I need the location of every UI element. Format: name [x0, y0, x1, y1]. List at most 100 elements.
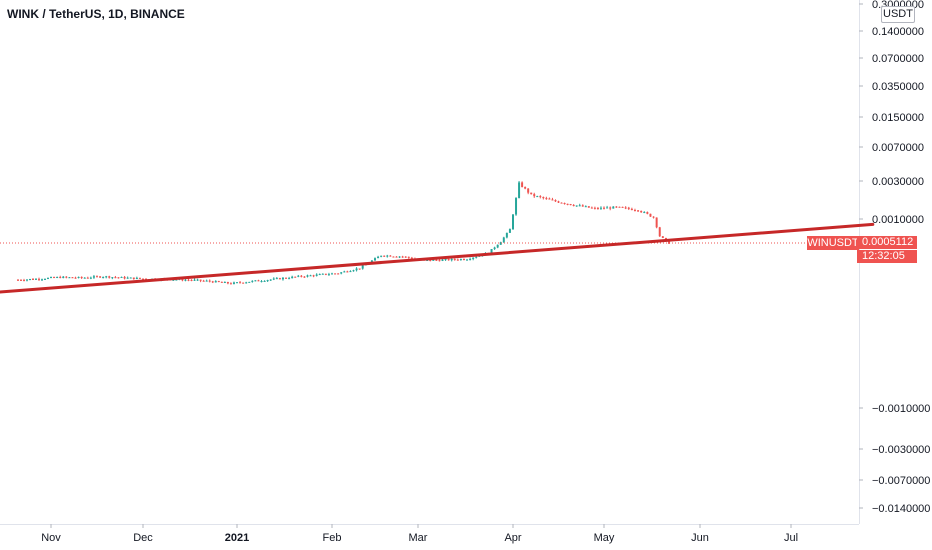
candle-body	[380, 255, 383, 257]
candle	[584, 205, 587, 208]
candle	[524, 186, 527, 190]
candle-body	[248, 281, 251, 283]
candle-body	[229, 283, 232, 285]
candle-body	[138, 277, 141, 279]
candle	[83, 277, 86, 279]
candle	[456, 258, 459, 261]
candle-body	[518, 182, 521, 199]
candle-body	[386, 255, 389, 257]
price-tick-label: 0.0350000	[872, 81, 924, 93]
candle	[649, 213, 652, 217]
candle-body	[50, 277, 52, 279]
candle	[56, 276, 59, 279]
candle-body	[661, 236, 664, 238]
symbol-title[interactable]: WINK / TetherUS, 1D, BINANCE	[7, 7, 185, 21]
candle-body	[346, 271, 349, 273]
candle	[496, 244, 499, 249]
candle-body	[114, 277, 117, 279]
candle	[646, 211, 649, 215]
candle-body	[633, 210, 636, 212]
candle-body	[108, 276, 111, 278]
candle	[208, 279, 211, 283]
candle	[429, 260, 432, 262]
candle-body	[214, 281, 217, 283]
candle-body	[599, 207, 602, 209]
price-tick-label: −0.0010000	[872, 403, 930, 415]
candle	[202, 279, 205, 282]
candle-body	[62, 276, 65, 278]
candle	[29, 278, 31, 281]
candle	[138, 277, 141, 279]
candle	[306, 274, 309, 278]
candle-body	[126, 277, 129, 279]
candle	[71, 277, 74, 279]
candle	[352, 269, 355, 272]
candle	[226, 281, 229, 285]
candle	[99, 275, 102, 279]
time-scale[interactable]: Nov Dec 2021 Feb Mar Apr May Jun Jul	[0, 524, 859, 544]
candle	[355, 267, 358, 272]
candle-body	[223, 282, 226, 284]
candle-body	[557, 201, 560, 203]
candle-body	[56, 276, 59, 278]
candle	[285, 277, 288, 279]
candle-body	[530, 192, 533, 195]
candle	[340, 271, 343, 275]
candle	[135, 276, 138, 280]
candle-body	[294, 276, 297, 278]
candle-body	[627, 207, 630, 209]
candle-body	[260, 281, 263, 283]
candle-body	[551, 199, 554, 201]
candle-body	[432, 259, 435, 261]
currency-badge[interactable]: USDT	[881, 6, 915, 23]
candle-body	[512, 214, 514, 230]
candle	[606, 205, 609, 209]
trendline[interactable]	[0, 222, 875, 294]
candle-body	[575, 205, 578, 207]
candle	[609, 206, 612, 211]
candle	[129, 277, 132, 279]
overlays	[0, 222, 875, 294]
candle	[35, 278, 37, 280]
price-scale[interactable]: 0.3000000 0.1400000 0.0700000 0.0350000 0.01…	[859, 0, 930, 524]
candle	[220, 281, 223, 283]
candle	[251, 280, 254, 283]
candle-body	[20, 279, 22, 281]
candle-body	[542, 197, 545, 199]
candle-body	[142, 278, 144, 280]
candle	[545, 196, 548, 200]
candle-body	[355, 268, 358, 271]
candle	[469, 257, 472, 261]
candle-body	[285, 277, 288, 279]
time-tick-label: Feb	[323, 532, 342, 544]
candle	[575, 205, 578, 207]
candle-body	[578, 205, 581, 207]
candle	[618, 206, 621, 208]
candle	[47, 277, 49, 280]
candle	[493, 246, 496, 250]
candle	[581, 204, 584, 207]
candle	[239, 281, 242, 284]
candle	[266, 279, 269, 282]
candle-body	[352, 270, 355, 272]
candle-body	[272, 278, 275, 280]
candle-body	[603, 207, 605, 209]
candle-body	[584, 206, 587, 208]
candle	[518, 180, 521, 199]
candle	[245, 281, 248, 284]
candle-body	[374, 258, 376, 261]
time-tick-label: Nov	[41, 532, 61, 544]
candle-body	[496, 244, 499, 248]
candle-body	[111, 277, 114, 279]
candle	[596, 206, 599, 210]
candle	[312, 274, 315, 278]
candle-body	[389, 255, 392, 257]
candle-body	[254, 280, 257, 282]
candle-body	[527, 188, 530, 193]
time-tick-label: Jun	[691, 532, 709, 544]
last-price-label: 0.0005112	[857, 236, 917, 249]
candle	[214, 280, 217, 283]
candle-body	[263, 280, 266, 282]
time-tick-label: Jul	[784, 532, 798, 544]
